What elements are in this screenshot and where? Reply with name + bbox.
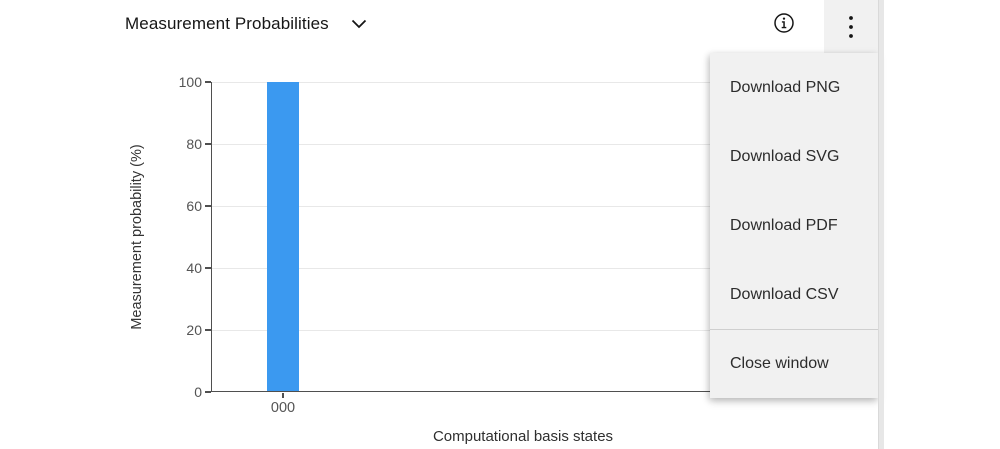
menu-item-close-window[interactable]: Close window xyxy=(710,329,878,398)
chart-type-dropdown[interactable]: Measurement Probabilities xyxy=(125,10,367,38)
overflow-menu-vertical-icon xyxy=(849,15,853,38)
y-tick-mark xyxy=(205,267,211,269)
y-tick-label-60: 60 xyxy=(186,198,202,214)
overflow-menu: Download PNG Download SVG Download PDF D… xyxy=(710,53,878,398)
info-button[interactable] xyxy=(766,5,802,41)
information-icon xyxy=(774,13,794,33)
y-tick-mark xyxy=(205,143,211,145)
y-axis-title: Measurement probability (%) xyxy=(129,144,145,330)
overflow-menu-button[interactable] xyxy=(824,0,878,53)
gridline-100 xyxy=(212,82,878,83)
y-tick-label-40: 40 xyxy=(186,260,202,276)
y-tick-label-100: 100 xyxy=(178,74,202,90)
y-tick-label-20: 20 xyxy=(186,322,202,338)
y-tick-label-0: 0 xyxy=(194,384,202,400)
menu-item-download-svg[interactable]: Download SVG xyxy=(730,147,840,165)
x-axis-title: Computational basis states xyxy=(432,428,614,445)
menu-item-download-png[interactable]: Download PNG xyxy=(730,78,841,96)
x-tick-label: 000 xyxy=(270,400,296,416)
y-tick-mark xyxy=(205,329,211,331)
menu-item-download-csv[interactable]: Download CSV xyxy=(730,285,839,303)
bar-state-000 xyxy=(267,82,299,391)
gridline-80 xyxy=(212,144,878,145)
gridline-20 xyxy=(212,330,878,331)
y-tick-mark xyxy=(205,391,211,393)
chevron-down-icon xyxy=(351,19,366,29)
y-tick-mark xyxy=(205,81,211,83)
plot-area xyxy=(211,82,878,392)
scrollbar-track[interactable] xyxy=(878,0,884,449)
gridline-40 xyxy=(212,268,878,269)
y-tick-mark xyxy=(205,205,211,207)
gridline-60 xyxy=(212,206,878,207)
menu-item-download-pdf[interactable]: Download PDF xyxy=(730,216,838,234)
x-tick-mark xyxy=(282,393,284,398)
y-tick-label-80: 80 xyxy=(186,136,202,152)
panel-title: Measurement Probabilities xyxy=(125,14,329,33)
